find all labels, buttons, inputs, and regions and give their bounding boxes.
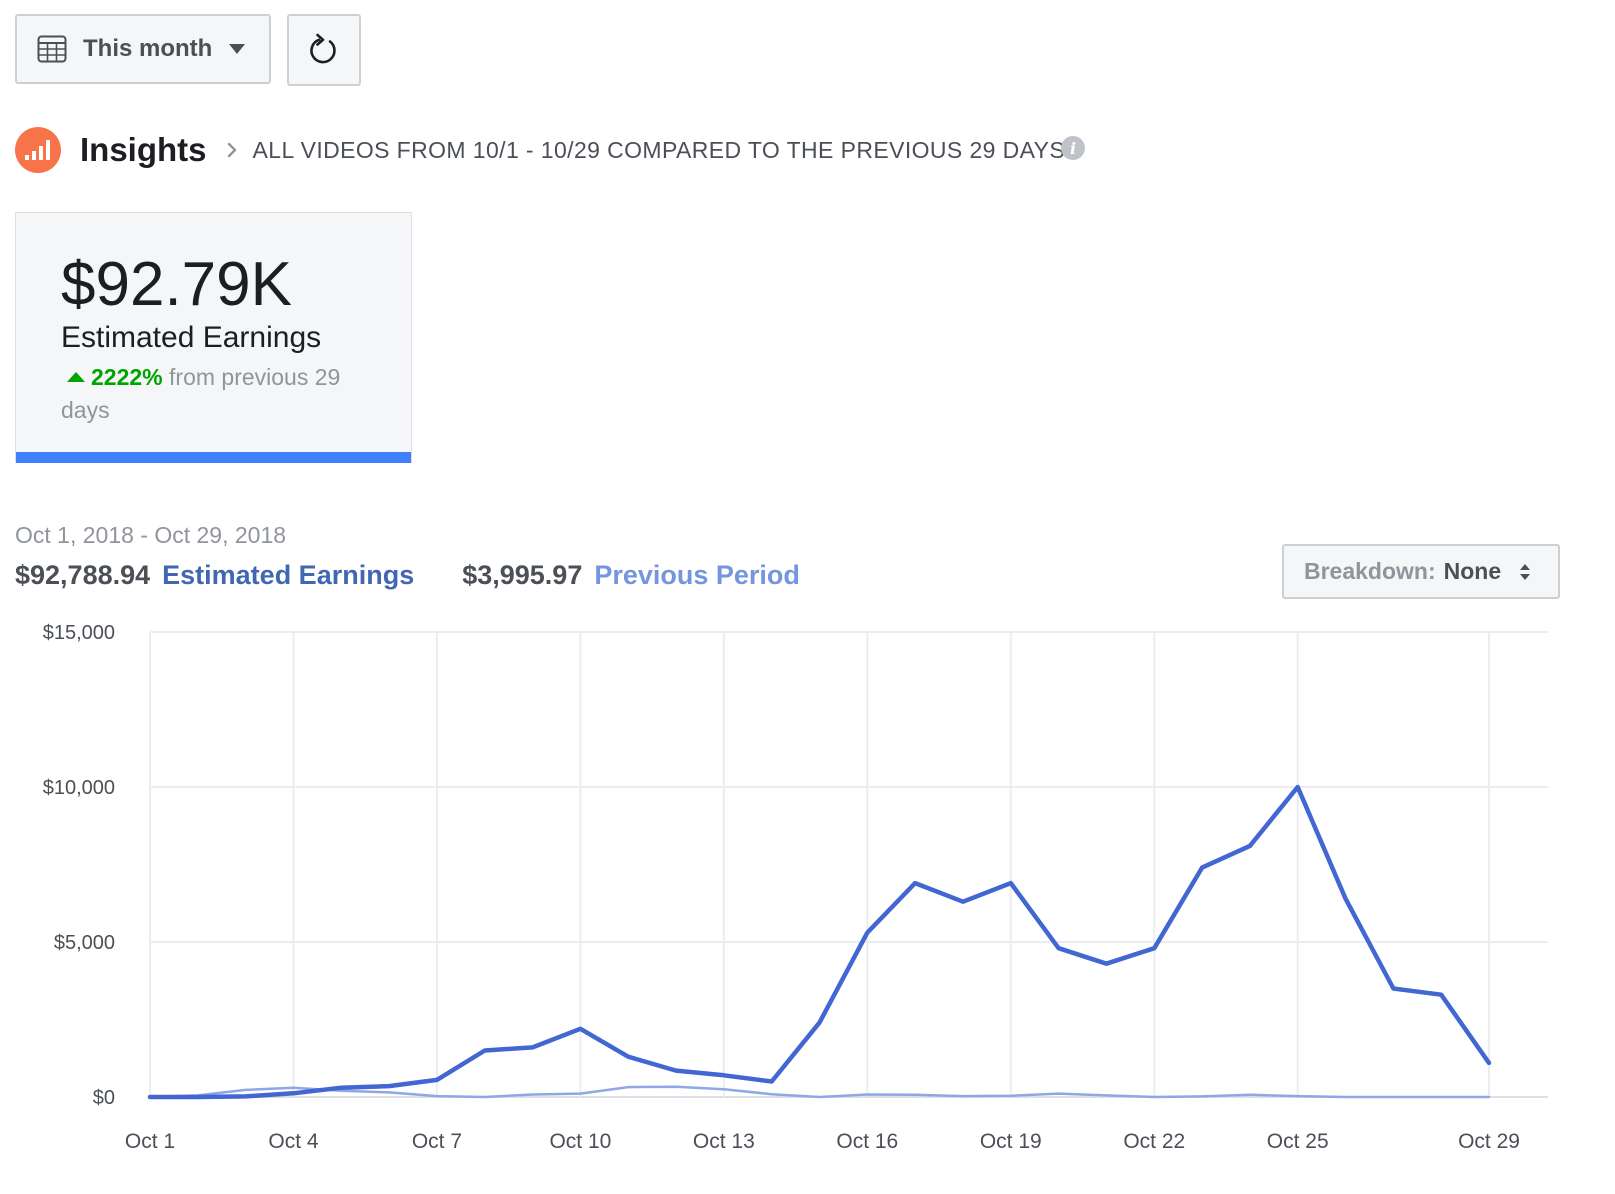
x-tick-label: Oct 7 [412,1130,462,1153]
change-percent: 2222% [91,364,163,390]
series-line-previous-period [148,1085,1491,1099]
legend-previous-period[interactable]: Previous Period [594,560,800,590]
breakdown-label: Breakdown: [1304,558,1436,584]
metric-value: $92.79K [61,250,292,319]
breadcrumb-subtitle: ALL VIDEOS FROM 10/1 - 10/29 COMPARED TO… [252,136,1066,163]
calendar-icon [37,35,67,63]
insights-header: Insights ALL VIDEOS FROM 10/1 - 10/29 CO… [15,126,1065,174]
change-text: from previous 29 days [61,364,341,423]
breakdown-value: None [1443,558,1502,584]
x-tick-label: Oct 10 [549,1130,611,1153]
metric-card-estimated-earnings[interactable]: $92.79K Estimated Earnings 2222% from pr… [15,212,412,463]
refresh-button[interactable] [287,14,361,86]
y-tick-label: $15,000 [43,622,115,644]
legend-estimated-earnings[interactable]: Estimated Earnings [162,560,415,590]
chart-summary: $92,788.94 Estimated Earnings $3,995.97 … [15,560,800,591]
arrow-up-icon [67,372,85,382]
caret-down-icon [229,44,246,54]
date-range-dropdown[interactable]: This month [15,14,271,84]
earnings-line-chart: $15,000 $10,000 $5,000 $0 Oct 1 Oct 4 Oct 7 Oct… [43,622,1548,1153]
info-icon[interactable]: i [1061,136,1085,160]
x-tick-label: Oct 13 [693,1130,755,1153]
x-tick-label: Oct 4 [268,1130,319,1153]
y-tick-label: $10,000 [43,777,115,799]
x-tick-label: Oct 16 [836,1130,898,1153]
selected-indicator-bar [16,452,411,463]
insights-logo-icon [15,127,61,173]
x-tick-label: Oct 22 [1123,1130,1185,1153]
refresh-icon [310,33,336,64]
metric-label: Estimated Earnings [61,321,322,354]
date-range-label: This month [83,35,213,62]
chart-date-range: Oct 1, 2018 - Oct 29, 2018 [15,522,287,548]
toolbar: This month [15,14,361,86]
x-tick-label: Oct 1 [125,1130,175,1153]
x-tick-label: Oct 29 [1458,1130,1520,1153]
metric-change: 2222% from previous 29 days [61,361,391,427]
series-line-estimated-earnings [147,784,1492,1100]
x-tick-label: Oct 19 [980,1130,1042,1153]
current-value: $92,788.94 [15,560,151,590]
chevron-right-icon [227,142,236,158]
sort-arrows-icon [1520,563,1531,580]
breakdown-select[interactable]: Breakdown: None [1282,544,1560,599]
x-tick-label: Oct 25 [1267,1130,1329,1153]
y-tick-label: $5,000 [54,932,115,954]
previous-value: $3,995.97 [462,560,583,590]
page-title: Insights [80,131,207,168]
y-tick-label: $0 [93,1087,115,1109]
